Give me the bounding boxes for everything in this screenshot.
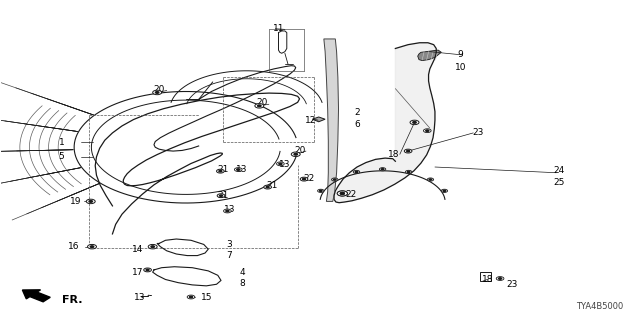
Text: TYA4B5000: TYA4B5000 <box>576 302 623 311</box>
Circle shape <box>406 150 410 152</box>
Circle shape <box>237 169 240 170</box>
Polygon shape <box>334 43 436 203</box>
Circle shape <box>428 178 434 181</box>
Circle shape <box>410 120 419 124</box>
Text: 9: 9 <box>458 50 463 59</box>
Text: 18: 18 <box>388 150 399 159</box>
Circle shape <box>276 162 284 166</box>
Text: 13: 13 <box>236 165 248 174</box>
Circle shape <box>499 278 502 279</box>
Circle shape <box>355 171 358 172</box>
Circle shape <box>90 246 93 247</box>
Text: 18: 18 <box>481 275 493 284</box>
Circle shape <box>291 152 300 156</box>
Circle shape <box>258 105 261 107</box>
Circle shape <box>441 189 447 192</box>
Circle shape <box>88 244 97 249</box>
Circle shape <box>156 92 159 93</box>
Polygon shape <box>312 117 325 122</box>
Circle shape <box>86 199 95 204</box>
Circle shape <box>294 153 298 155</box>
Text: 21: 21 <box>266 181 278 190</box>
Text: 11: 11 <box>273 24 284 33</box>
Text: 13: 13 <box>223 205 235 214</box>
Circle shape <box>153 90 162 95</box>
Text: 4: 4 <box>239 268 245 277</box>
Circle shape <box>333 179 336 180</box>
Circle shape <box>337 191 348 196</box>
Text: 14: 14 <box>132 245 144 254</box>
Circle shape <box>300 177 308 181</box>
Circle shape <box>353 170 360 173</box>
Circle shape <box>279 163 282 164</box>
Text: 7: 7 <box>227 251 232 260</box>
Circle shape <box>407 171 410 172</box>
Text: 5: 5 <box>58 152 64 161</box>
Circle shape <box>226 210 229 212</box>
Circle shape <box>303 178 305 180</box>
Circle shape <box>424 129 431 132</box>
Text: 8: 8 <box>239 279 245 288</box>
Circle shape <box>217 194 225 197</box>
Circle shape <box>443 190 445 191</box>
Circle shape <box>429 179 432 180</box>
Text: 3: 3 <box>227 240 232 249</box>
Circle shape <box>89 201 92 202</box>
Text: 1: 1 <box>58 138 64 147</box>
Text: 23: 23 <box>506 280 517 289</box>
Text: 13: 13 <box>279 160 291 169</box>
Circle shape <box>146 269 149 271</box>
Text: 23: 23 <box>473 128 484 137</box>
Circle shape <box>340 193 344 195</box>
Circle shape <box>219 171 222 172</box>
Circle shape <box>404 149 412 153</box>
Text: 20: 20 <box>257 98 268 107</box>
Text: 19: 19 <box>70 197 82 206</box>
Polygon shape <box>418 50 442 60</box>
Circle shape <box>220 195 223 196</box>
Text: 22: 22 <box>345 190 356 199</box>
Circle shape <box>189 296 193 298</box>
Text: 12: 12 <box>305 116 316 125</box>
Circle shape <box>223 209 231 213</box>
Text: 6: 6 <box>354 120 360 130</box>
Circle shape <box>426 130 429 132</box>
Circle shape <box>151 246 154 247</box>
Text: 20: 20 <box>294 146 305 155</box>
Circle shape <box>496 276 504 280</box>
Circle shape <box>148 244 157 249</box>
Circle shape <box>255 104 264 108</box>
Text: 16: 16 <box>68 242 80 251</box>
Circle shape <box>319 190 322 191</box>
Text: 10: 10 <box>455 63 467 72</box>
Circle shape <box>187 295 195 299</box>
Text: FR.: FR. <box>62 294 83 305</box>
Text: 15: 15 <box>200 293 212 302</box>
Text: 17: 17 <box>132 268 144 277</box>
Circle shape <box>413 122 416 123</box>
Bar <box>479 272 491 281</box>
Text: 20: 20 <box>154 85 164 94</box>
Circle shape <box>216 169 224 173</box>
Circle shape <box>317 189 324 192</box>
Text: 21: 21 <box>217 190 228 200</box>
Circle shape <box>144 268 152 272</box>
Circle shape <box>381 169 384 170</box>
Circle shape <box>406 170 412 173</box>
Text: 24: 24 <box>554 166 565 175</box>
Circle shape <box>380 168 386 171</box>
Circle shape <box>332 178 338 181</box>
Circle shape <box>234 168 242 172</box>
FancyArrow shape <box>22 290 50 302</box>
Text: 22: 22 <box>303 174 314 183</box>
Text: 13: 13 <box>134 293 146 302</box>
Text: 21: 21 <box>217 165 228 174</box>
Text: 25: 25 <box>554 178 565 187</box>
Circle shape <box>340 193 344 195</box>
Circle shape <box>264 185 271 189</box>
Circle shape <box>337 191 348 196</box>
Circle shape <box>266 186 269 188</box>
Text: 2: 2 <box>354 108 360 117</box>
Polygon shape <box>324 39 339 201</box>
